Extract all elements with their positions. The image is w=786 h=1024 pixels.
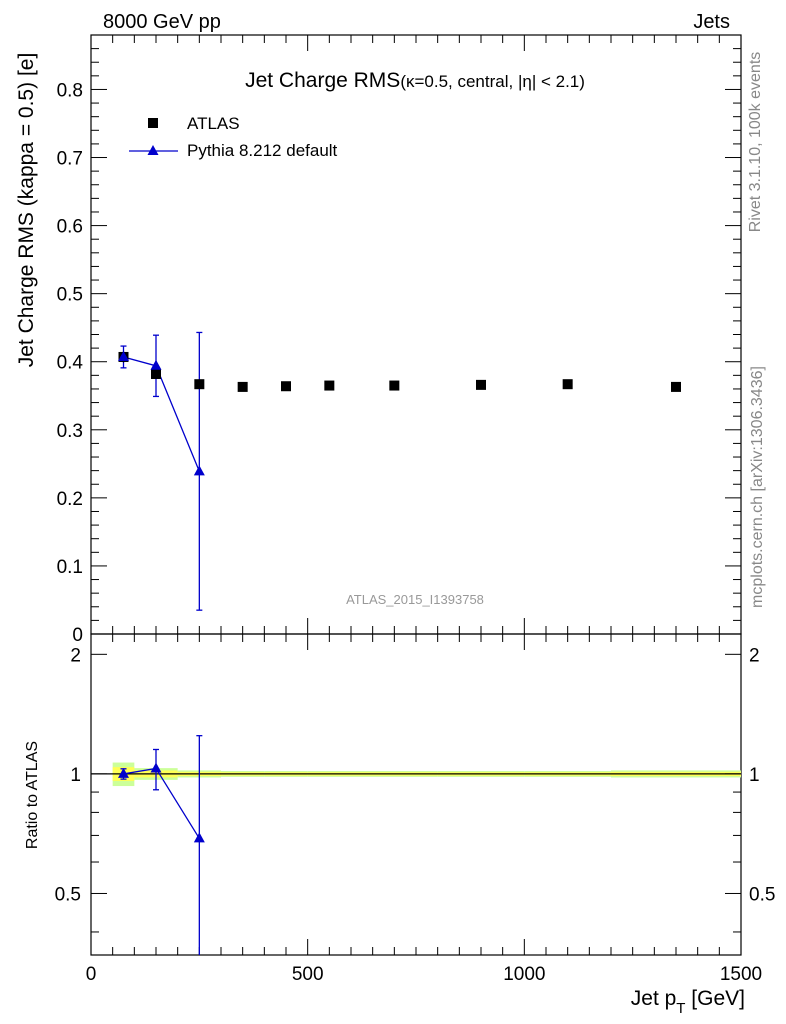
plot-title-main: Jet Charge RMS [245, 69, 400, 92]
data-point [389, 380, 400, 391]
ratio-y-tick-label-right: 2 [749, 645, 760, 666]
ratio-mc-point [150, 762, 162, 773]
data-point [671, 381, 681, 392]
ratio-mc-point [193, 832, 205, 843]
header-left: 8000 GeV pp [103, 11, 221, 33]
mc-point [118, 350, 129, 361]
header-right: Jets [693, 11, 730, 33]
data-point [324, 380, 335, 391]
ratio-y-tick-label-right: 1 [749, 765, 760, 786]
mc-point [150, 359, 162, 370]
rivet-label: Rivet 3.1.10, 100k events [747, 52, 764, 233]
data-point [562, 379, 573, 390]
plot-title: Jet Charge RMS(κ=0.5, central, |η| < 2.1… [245, 69, 585, 92]
ratio-panel: 0.5 0.5 1 1 2 2 0 500 1000 1500 [55, 633, 775, 985]
ratio-y-tick-label: 1 [70, 765, 81, 786]
legend-pythia-marker [147, 145, 159, 155]
x-axis-label: Jet pT [GeV] [631, 987, 745, 1017]
legend-atlas-marker [148, 118, 158, 128]
x-tick-label: 0 [86, 964, 97, 985]
main-y-tick-label: 0.4 [57, 353, 84, 374]
ratio-y-tick-label: 0.5 [55, 884, 81, 905]
data-point [151, 368, 161, 379]
data-point [194, 379, 205, 390]
ratio-frame [90, 633, 742, 956]
main-y-tick-label: 0.5 [57, 285, 83, 306]
main-y-tick-label: 0.1 [57, 557, 83, 578]
main-y-tick-label: 0.2 [57, 489, 83, 510]
main-ylabel: Jet Charge RMS (kappa = 0.5) [e] [15, 53, 38, 368]
main-y-tick-label: 0.3 [57, 421, 83, 442]
mc-line [123, 356, 200, 472]
x-tick-label: 1500 [720, 964, 762, 985]
data-point [476, 379, 486, 390]
x-tick-label: 1000 [503, 964, 545, 985]
ratio-y-tick-label-right: 0.5 [749, 884, 775, 905]
mcplots-label: mcplots.cern.ch [arXiv:1306.3436] [749, 366, 766, 608]
ratio-mc-point [118, 767, 129, 778]
ratio-y-tick-label: 2 [70, 645, 81, 666]
legend-pythia-label: Pythia 8.212 default [187, 141, 338, 160]
x-tick-label: 500 [292, 964, 324, 985]
data-point [237, 381, 248, 392]
main-y-tick-label: 0.7 [57, 149, 83, 170]
analysis-watermark: ATLAS_2015_I1393758 [346, 592, 484, 607]
mc-point [193, 465, 205, 476]
main-panel: 0 0.1 0.2 0.3 0.4 0.5 0.6 0.7 0.8 [57, 34, 742, 646]
main-y-tick-label: 0 [72, 625, 83, 646]
main-y-tick-label: 0.8 [57, 80, 83, 101]
main-y-tick-label: 0.6 [57, 217, 83, 238]
legend: ATLAS Pythia 8.212 default [129, 114, 338, 160]
ratio-ylabel: Ratio to ATLAS [24, 741, 41, 849]
plot-title-sub: (κ=0.5, central, |η| < 2.1) [400, 72, 585, 91]
legend-atlas-label: ATLAS [187, 114, 240, 133]
data-point [281, 381, 291, 392]
